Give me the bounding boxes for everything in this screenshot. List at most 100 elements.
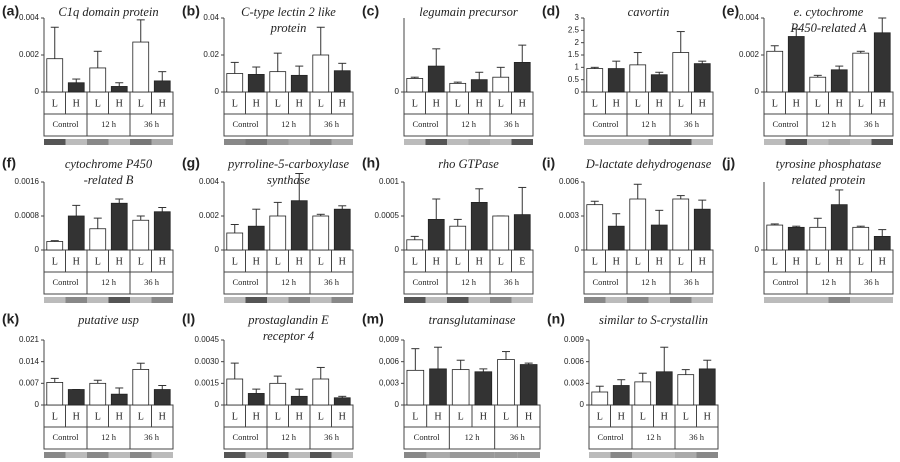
y-tick-label: 0.006 <box>559 177 580 186</box>
category-label: H <box>836 256 843 267</box>
strip-cell <box>130 139 152 145</box>
category-label: L <box>232 256 238 267</box>
panel-title: rho GTPase <box>438 157 499 171</box>
group-label: 12 h <box>461 277 477 287</box>
strip-cell <box>151 297 173 303</box>
bar <box>634 381 652 406</box>
group-label: 36 h <box>864 119 880 129</box>
group-label: 12 h <box>281 277 297 287</box>
strip-cell <box>494 452 518 458</box>
y-tick-label: 0 <box>575 87 580 96</box>
group-label: Control <box>413 277 440 287</box>
strip-cell <box>331 297 353 303</box>
category-label: H <box>296 98 303 109</box>
category-label: H <box>159 98 166 109</box>
bar <box>132 369 150 406</box>
strip-cell <box>245 297 267 303</box>
category-label: H <box>433 256 440 267</box>
panel-title: similar to S-crystallin <box>599 313 708 327</box>
bar <box>89 382 107 406</box>
category-label: H <box>253 98 260 109</box>
y-tick-label: 0.021 <box>19 335 40 344</box>
category-label: L <box>678 98 684 109</box>
panel-label: (f) <box>2 155 16 171</box>
y-tick-label: 0.007 <box>19 378 40 387</box>
y-tick-label: 0.0016 <box>15 177 40 186</box>
category-label: L <box>232 411 238 422</box>
y-tick-label: 0.04 <box>203 13 219 22</box>
strip-cell <box>267 297 289 303</box>
strip-cell <box>764 297 786 303</box>
y-tick-label: 0 <box>755 245 760 254</box>
strip-cell <box>696 452 718 458</box>
bar <box>226 232 244 251</box>
category-label: L <box>412 98 418 109</box>
category-label: E <box>519 256 525 267</box>
panel-label: (g) <box>182 155 200 171</box>
bar <box>67 389 85 406</box>
strip-cell <box>468 297 490 303</box>
category-label: L <box>52 411 58 422</box>
bar <box>629 64 647 93</box>
strip-cell <box>44 452 66 458</box>
strip-cell <box>589 452 611 458</box>
category-label: L <box>318 411 324 422</box>
strip-cell <box>850 297 872 303</box>
category-label: L <box>772 98 778 109</box>
bar <box>766 50 784 93</box>
panel-label: (l) <box>182 311 195 327</box>
category-label: L <box>503 411 509 422</box>
bar <box>67 215 85 251</box>
bar <box>470 79 488 93</box>
category-label: H <box>116 256 123 267</box>
group-label: Control <box>593 119 620 129</box>
category-label: H <box>519 98 526 109</box>
panel-label: (n) <box>547 311 565 327</box>
bar <box>650 74 668 93</box>
bar <box>492 215 510 251</box>
group-label: Control <box>773 277 800 287</box>
category-label: H <box>339 411 346 422</box>
y-tick-label: 0.004 <box>199 177 220 186</box>
bar <box>672 52 690 93</box>
category-label: H <box>253 411 260 422</box>
category-label: L <box>138 98 144 109</box>
category-label: L <box>592 98 598 109</box>
strip-cell <box>447 297 469 303</box>
group-label: 12 h <box>641 277 657 287</box>
y-tick-label: 0 <box>395 245 400 254</box>
strip-cell <box>468 139 490 145</box>
panel-label: (a) <box>2 3 19 19</box>
strip-cell <box>224 297 246 303</box>
panel-label: (h) <box>362 155 380 171</box>
bar <box>110 86 128 93</box>
strip-cell <box>691 297 713 303</box>
category-label: L <box>95 98 101 109</box>
category-label: H <box>339 98 346 109</box>
category-label: H <box>656 256 663 267</box>
strip-cell <box>648 297 670 303</box>
y-tick-label: 0,009 <box>379 335 400 344</box>
category-label: H <box>476 98 483 109</box>
strip-cell <box>653 452 675 458</box>
group-label: Control <box>233 277 260 287</box>
y-tick-label: 0,003 <box>379 378 400 387</box>
group-label: 36 h <box>689 432 705 442</box>
category-label: L <box>318 98 324 109</box>
category-label: L <box>455 98 461 109</box>
bar <box>607 225 625 251</box>
strip-cell <box>517 452 540 458</box>
bar <box>474 371 493 406</box>
panel-label: (i) <box>542 155 555 171</box>
y-tick-label: 0.006 <box>564 357 585 366</box>
category-label: H <box>793 98 800 109</box>
strip-cell <box>627 297 649 303</box>
category-label: L <box>458 411 464 422</box>
y-tick-label: 0 <box>215 400 220 409</box>
y-tick-label: 2 <box>575 38 580 47</box>
strip-cell <box>584 139 606 145</box>
bar <box>333 208 351 251</box>
bar <box>591 391 609 406</box>
bar <box>873 235 891 251</box>
